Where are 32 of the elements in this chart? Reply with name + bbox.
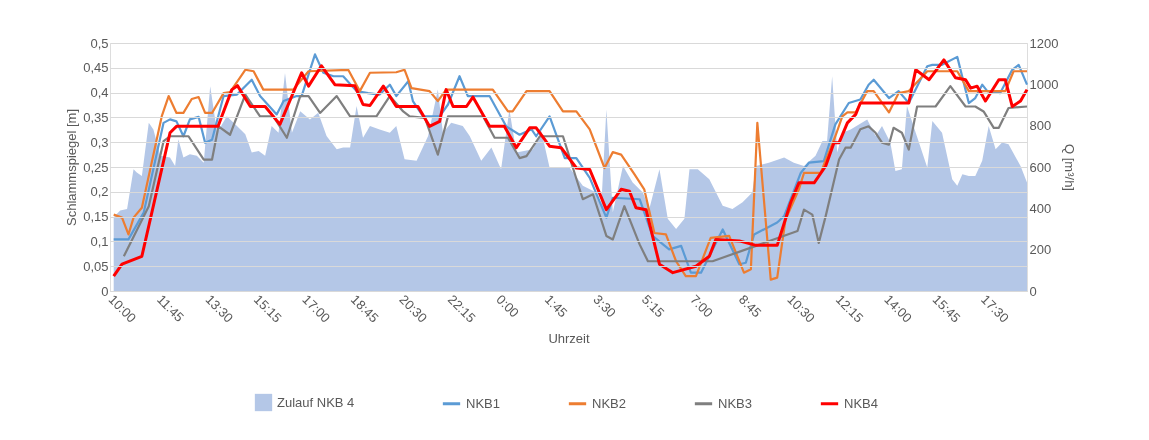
y-tick-label: 0,4 [90, 85, 109, 101]
legend-label: Zulauf NKB 4 [277, 394, 355, 410]
line-series [122, 85, 1029, 263]
x-tick-label: 5:15 [638, 291, 668, 321]
y-axis-title: Schlammspiegel [m] [64, 108, 80, 227]
y2-tick-label: 400 [1029, 200, 1052, 216]
x-axis-title: Uhrzeit [548, 331, 590, 347]
y-tick-label: 0 [101, 283, 109, 299]
y-tick-label: 0,2 [90, 184, 109, 200]
y-tick-label: 0,3 [90, 134, 109, 150]
y-tick-label: 0,25 [83, 159, 109, 175]
y2-tick-label: 1000 [1029, 76, 1059, 92]
legend-label: NKB2 [592, 395, 626, 411]
y-tick-label: 0,05 [83, 258, 109, 274]
y2-tick-label: 800 [1029, 118, 1052, 134]
legend-label: NKB1 [466, 395, 500, 411]
y2-tick-label: 600 [1029, 159, 1052, 175]
y2-axis-title: Q [m³/h] [1062, 144, 1078, 191]
x-tick-label: 8:45 [735, 291, 765, 321]
y2-tick-label: 0 [1029, 283, 1037, 299]
x-tick-label: 1:45 [541, 291, 571, 321]
legend-label: NKB4 [844, 395, 878, 411]
x-tick-label: 3:30 [590, 291, 619, 321]
y-tick-label: 0,15 [83, 209, 109, 225]
x-tick-label: 0:00 [493, 291, 522, 321]
y-tick-label: 0,1 [90, 233, 109, 249]
y-tick-label: 0,45 [83, 60, 109, 76]
legend-label: NKB3 [718, 395, 752, 411]
y2-tick-label: 1200 [1029, 35, 1059, 51]
y-tick-label: 0,5 [90, 35, 109, 51]
y2-tick-label: 200 [1029, 242, 1052, 258]
y-tick-label: 0,35 [83, 109, 109, 125]
